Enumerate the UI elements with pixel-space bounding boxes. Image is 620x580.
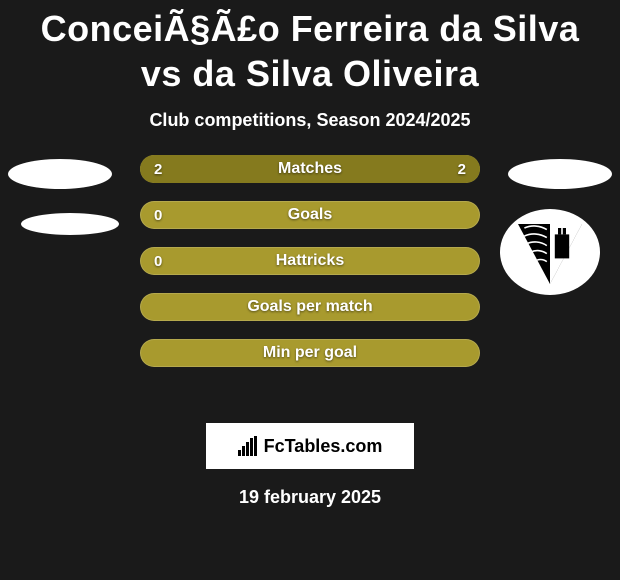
- bar-label: Matches: [140, 155, 480, 183]
- brand-bars-icon: [238, 436, 258, 456]
- stat-bars: 2 Matches 2 0 Goals 0 Hattricks Goals pe…: [140, 155, 480, 385]
- left-team-badge-1: [8, 159, 112, 189]
- stat-bar-goals: 0 Goals: [140, 201, 480, 229]
- comparison-panel: 2 Matches 2 0 Goals 0 Hattricks Goals pe…: [0, 169, 620, 429]
- stat-bar-hattricks: 0 Hattricks: [140, 247, 480, 275]
- page-subtitle: Club competitions, Season 2024/2025: [0, 110, 620, 131]
- stat-bar-matches: 2 Matches 2: [140, 155, 480, 183]
- left-team-badge-2: [21, 213, 119, 235]
- brand-box[interactable]: FcTables.com: [206, 423, 414, 469]
- bar-label: Goals: [140, 201, 480, 229]
- bar-value-right: 2: [458, 155, 466, 183]
- crest-icon: [510, 212, 590, 292]
- stat-bar-min-per-goal: Min per goal: [140, 339, 480, 367]
- stat-bar-goals-per-match: Goals per match: [140, 293, 480, 321]
- right-team-badge-1: [508, 159, 612, 189]
- page-title: ConceiÃ§Ã£o Ferreira da Silva vs da Silv…: [0, 0, 620, 96]
- brand-text: FcTables.com: [264, 436, 383, 457]
- bar-label: Hattricks: [140, 247, 480, 275]
- bar-label: Min per goal: [140, 339, 480, 367]
- bar-label: Goals per match: [140, 293, 480, 321]
- generated-date: 19 february 2025: [0, 487, 620, 508]
- right-team-crest: [500, 209, 600, 295]
